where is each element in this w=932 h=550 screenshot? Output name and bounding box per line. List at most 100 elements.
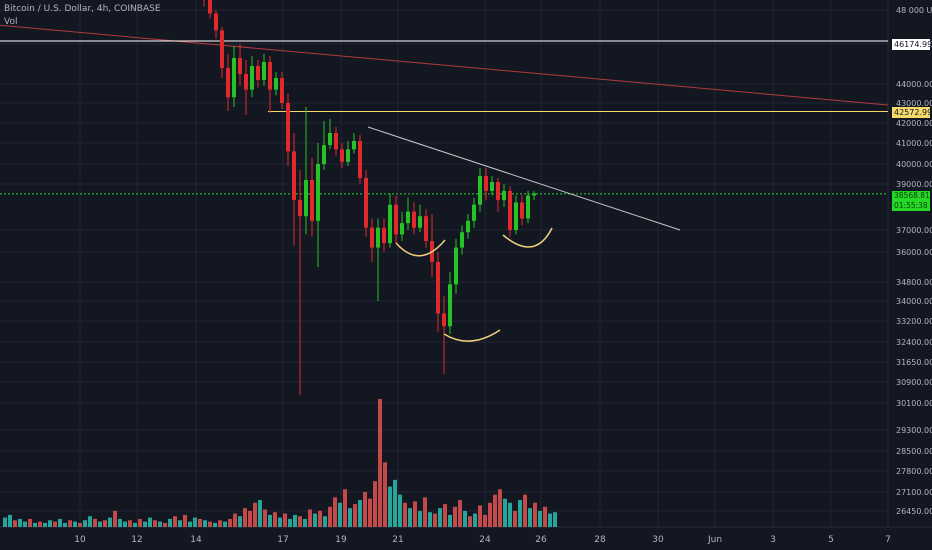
candle-body: [424, 216, 428, 241]
volume-bar: [118, 518, 122, 527]
price-tick-label: 34800.00: [896, 278, 932, 287]
volume-bar: [313, 513, 317, 527]
volume-bar: [78, 522, 82, 527]
white-level-price-tag: 46174.99: [892, 39, 932, 50]
volume-bar: [448, 514, 452, 527]
volume-bar: [508, 502, 512, 527]
volume-bar: [493, 494, 497, 527]
volume-bar: [388, 486, 392, 527]
candle-body: [220, 30, 224, 68]
volume-bar: [398, 494, 402, 527]
volume-bar: [158, 521, 162, 527]
head-arc: [443, 329, 501, 342]
volume-bar: [73, 521, 77, 527]
candle-body: [376, 227, 380, 248]
volume-bar: [358, 500, 362, 527]
volume-bar: [488, 502, 492, 527]
volume-bar: [363, 491, 367, 527]
volume-bar: [283, 513, 287, 527]
volume-bar: [53, 521, 57, 527]
volume-bar: [383, 462, 387, 527]
volume-bar: [333, 497, 337, 527]
volume-bar: [143, 521, 147, 527]
volume-bar: [258, 500, 262, 527]
yellow-level-price-tag: 42572.99: [892, 107, 932, 118]
candle-body: [382, 227, 386, 244]
volume-bar: [18, 518, 22, 527]
volume-bar: [123, 521, 127, 527]
volume-bar: [248, 510, 252, 527]
volume-bar: [528, 508, 532, 527]
volume-bar: [503, 498, 507, 527]
volume-bar: [213, 522, 217, 527]
price-tick-label: 27800.00: [896, 467, 932, 476]
volume-bar: [238, 516, 242, 527]
volume-bar: [533, 502, 537, 527]
candle-body: [322, 145, 326, 164]
price-tick-label: 41000.00: [896, 139, 932, 148]
candle-body: [466, 220, 470, 233]
volume-bar: [453, 506, 457, 527]
candle-body: [448, 284, 452, 327]
volume-bar: [278, 517, 282, 527]
volume-bar: [148, 517, 152, 527]
volume-bar: [188, 521, 192, 527]
candle-body: [436, 262, 440, 314]
candle-body: [250, 66, 254, 90]
price-tick-label: 43000.00: [896, 99, 932, 108]
left-shoulder-arc: [395, 239, 446, 257]
volume-bar: [8, 514, 12, 527]
volume-bar: [473, 513, 477, 527]
volume-bar: [243, 508, 247, 527]
volume-bar: [108, 517, 112, 527]
volume-bar: [173, 516, 177, 527]
candle-body: [304, 180, 308, 217]
candle-body: [400, 223, 404, 235]
volume-bar: [403, 502, 407, 527]
volume-bar: [343, 489, 347, 527]
volume-bar: [58, 518, 62, 527]
volume-bar: [178, 520, 182, 527]
price-tick-label: 26450.00: [896, 507, 932, 516]
candle-body: [502, 190, 506, 201]
candle-body: [514, 202, 518, 230]
volume-bar: [273, 512, 277, 527]
volume-bar: [93, 518, 97, 527]
long-term-red-trendline: [0, 24, 889, 106]
volume-bar: [408, 508, 412, 527]
time-tick-label: 14: [190, 535, 202, 545]
volume-bar: [433, 513, 437, 527]
candle-body: [526, 195, 530, 219]
candle-body: [316, 164, 320, 221]
candle-body: [244, 74, 248, 90]
volume-bar: [498, 489, 502, 527]
volume-bar: [268, 514, 272, 527]
price-tick-label: 44000.00: [896, 80, 932, 89]
price-tick-label: 37000.00: [896, 226, 932, 235]
volume-bar: [328, 506, 332, 527]
volume-bar: [183, 514, 187, 527]
volume-bar: [463, 510, 467, 527]
candle-body: [358, 141, 362, 178]
volume-bar: [138, 518, 142, 527]
bar-countdown: 01:55:38: [894, 201, 928, 210]
candle-body: [472, 204, 476, 221]
volume-bar: [223, 521, 227, 527]
candle-body: [364, 178, 368, 228]
volume-bar: [88, 516, 92, 527]
volume-bar: [288, 518, 292, 527]
candle-body: [406, 211, 410, 224]
candle-body: [298, 200, 302, 217]
volume-bar: [113, 510, 117, 527]
price-tick-label: 40000.00: [896, 160, 932, 169]
candle-body: [532, 193, 536, 196]
current-price-tag: 38568.81 01:55:38: [892, 191, 930, 211]
volume-bar: [63, 522, 67, 527]
candle-body: [394, 204, 398, 235]
volume-bar: [368, 498, 372, 527]
symbol-title: Bitcoin / U.S. Dollar, 4h, COINBASE: [4, 4, 161, 14]
price-tick-label: 30100.00: [896, 399, 932, 408]
price-tick-label: 36000.00: [896, 248, 932, 257]
volume-bar: [198, 518, 202, 527]
